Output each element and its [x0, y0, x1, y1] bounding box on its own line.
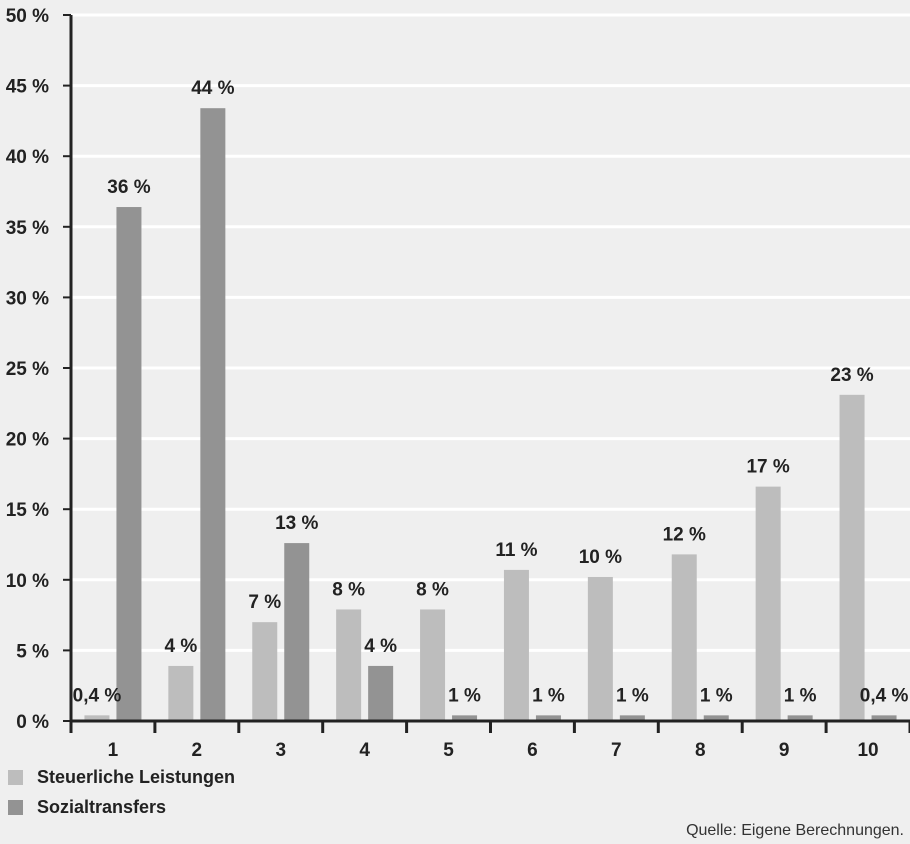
- legend-swatch: [8, 799, 23, 815]
- y-tick-label: 15 %: [6, 500, 49, 521]
- y-tick-label: 50 %: [6, 6, 49, 27]
- x-tick-label: 5: [443, 740, 454, 760]
- data-label: 1 %: [448, 685, 481, 706]
- data-label: 4 %: [164, 636, 197, 657]
- y-tick-label: 40 %: [6, 147, 49, 168]
- legend-item-sozialtransfers: Sozialtransfers: [8, 792, 235, 822]
- data-label: 1 %: [532, 685, 565, 706]
- bar-chart: 0 %5 %10 %15 %20 %25 %30 %35 %40 %45 %50…: [6, 6, 910, 760]
- x-tick-label: 7: [611, 740, 622, 760]
- data-label: 8 %: [416, 579, 449, 600]
- x-tick-label: 9: [779, 740, 790, 760]
- x-tick-label: 3: [275, 740, 286, 760]
- y-tick-label: 30 %: [6, 288, 49, 309]
- legend-label: Steuerliche Leistungen: [37, 766, 236, 787]
- bar: [84, 715, 110, 721]
- source-note: Quelle: Eigene Berechnungen.: [686, 822, 904, 839]
- x-tick-label: 2: [192, 740, 203, 760]
- data-label: 10 %: [579, 547, 622, 568]
- bar: [252, 622, 278, 721]
- gridlines: [71, 13, 910, 652]
- legend-item-steuerliche-leistungen: Steuerliche Leistungen: [8, 762, 235, 792]
- data-label: 1 %: [700, 685, 733, 706]
- x-tick-label: 4: [359, 740, 370, 760]
- bar: [619, 715, 645, 721]
- bar: [839, 394, 865, 721]
- bar: [503, 569, 529, 721]
- bar: [116, 207, 142, 722]
- data-label: 8 %: [332, 579, 365, 600]
- y-tick-label: 0 %: [16, 712, 49, 733]
- bars: [84, 108, 897, 722]
- bar: [284, 543, 310, 721]
- data-label: 36 %: [107, 177, 150, 198]
- data-label: 11 %: [495, 540, 537, 561]
- data-label: 17 %: [746, 457, 789, 478]
- data-label: 7 %: [248, 592, 281, 613]
- bar: [452, 715, 478, 721]
- bar: [368, 665, 394, 721]
- x-tick-label: 10: [857, 740, 878, 760]
- y-tick-label: 20 %: [6, 430, 49, 451]
- axes: 0 %5 %10 %15 %20 %25 %30 %35 %40 %45 %50…: [6, 6, 910, 760]
- bar: [168, 665, 194, 721]
- bar: [871, 715, 897, 721]
- y-tick-label: 10 %: [6, 571, 49, 592]
- legend-label: Sozialtransfers: [37, 796, 167, 817]
- bar: [787, 715, 813, 721]
- y-tick-label: 35 %: [6, 218, 49, 239]
- bar: [703, 715, 729, 721]
- y-tick-label: 25 %: [6, 359, 49, 380]
- x-tick-label: 8: [695, 740, 706, 760]
- data-label: 23 %: [830, 365, 873, 386]
- data-labels: 0,4 % 36 % 4 % 44 % 7 % 13 % 8 % 4 % 8 % 1 % 11 % 1…: [73, 78, 909, 706]
- data-label: 4 %: [364, 636, 397, 657]
- bar: [420, 609, 446, 721]
- x-tick-label: 1: [108, 740, 119, 760]
- data-label: 0,4 %: [860, 685, 909, 706]
- bar: [200, 108, 226, 721]
- data-label: 12 %: [663, 524, 706, 545]
- data-label: 44 %: [191, 78, 234, 99]
- y-tick-label: 45 %: [6, 77, 49, 98]
- data-label: 1 %: [784, 685, 817, 706]
- bar: [336, 609, 362, 721]
- bar: [535, 715, 561, 721]
- x-tick-label: 6: [527, 740, 538, 760]
- legend: Steuerliche Leistungen Sozialtransfers: [8, 762, 235, 822]
- bar: [587, 576, 613, 721]
- data-label: 13 %: [275, 513, 318, 534]
- bar: [755, 486, 781, 721]
- bar: [671, 554, 697, 721]
- data-label: 0,4 %: [73, 685, 122, 706]
- legend-swatch: [8, 769, 23, 785]
- data-label: 1 %: [616, 685, 649, 706]
- y-tick-label: 5 %: [16, 641, 49, 662]
